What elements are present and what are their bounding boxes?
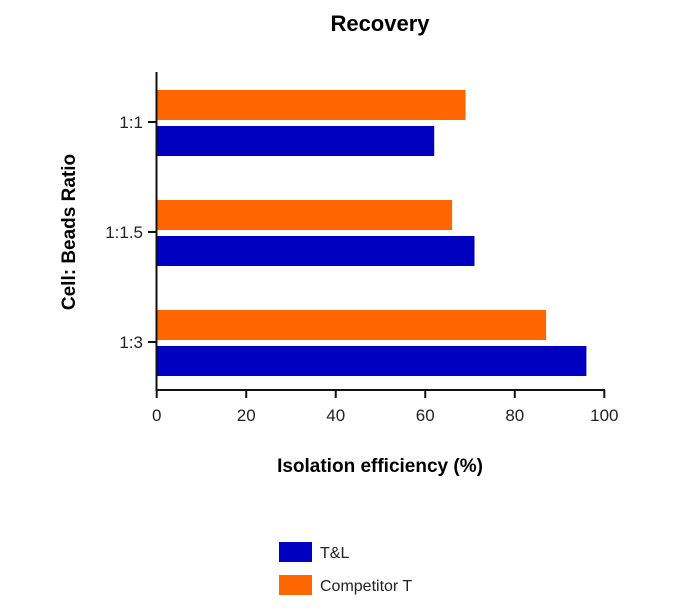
bar-tl: [156, 236, 475, 266]
bar-tl: [156, 126, 435, 156]
bar-tl: [156, 346, 587, 376]
y-axis-label: Cell: Beads Ratio: [59, 154, 80, 310]
x-tick-label: 40: [326, 406, 345, 425]
x-tick-label: 60: [416, 406, 435, 425]
x-tick-label: 100: [590, 406, 618, 425]
x-tick-label: 0: [152, 406, 161, 425]
legend-label: T&L: [320, 545, 349, 562]
bar-competitor-t: [156, 310, 547, 340]
bar-competitor-t: [156, 90, 466, 120]
legend-swatch: [279, 542, 312, 562]
y-tick-label: 1:3: [119, 333, 143, 352]
chart-title: Recovery: [330, 11, 430, 36]
y-tick-label: 1:1.5: [105, 223, 143, 242]
x-tick-label: 80: [505, 406, 524, 425]
legend-swatch: [279, 575, 312, 595]
bar-competitor-t: [156, 200, 453, 230]
y-tick-label: 1:1: [119, 113, 143, 132]
x-tick-label: 20: [237, 406, 256, 425]
x-axis-label: Isolation efficiency (%): [277, 456, 483, 477]
legend-label: Competitor T: [320, 578, 412, 595]
